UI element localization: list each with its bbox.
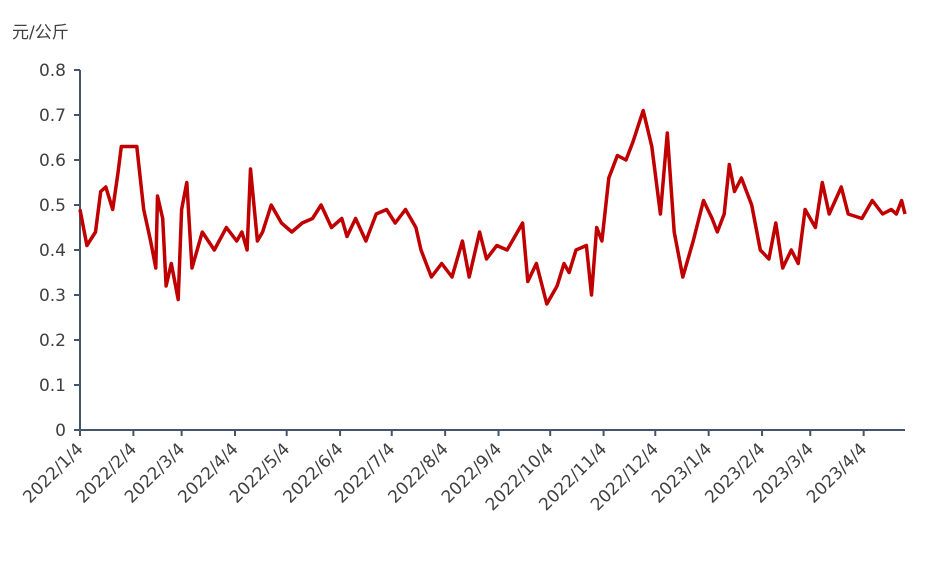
y-tick-label: 0.4 [39, 241, 66, 261]
y-tick-label: 0.6 [39, 151, 66, 171]
y-tick-label: 0.2 [39, 331, 66, 351]
y-tick-label: 0.8 [39, 61, 66, 81]
y-tick-label: 0.7 [39, 106, 66, 126]
y-axis-label: 元/公斤 [12, 23, 69, 43]
line [78, 108, 907, 306]
y-tick-label: 0.5 [39, 196, 66, 216]
y-tick-label: 0 [55, 421, 66, 441]
y-tick-label: 0.3 [39, 286, 66, 306]
y-tick-label: 0.1 [39, 376, 66, 396]
